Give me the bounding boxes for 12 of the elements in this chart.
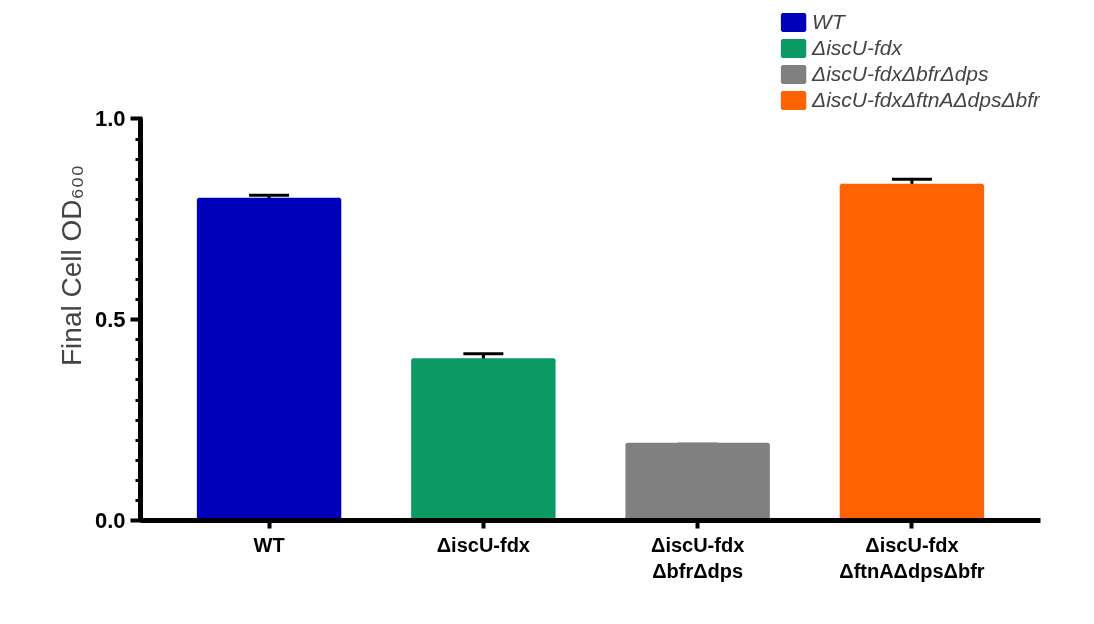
y-tick-label: 0.0 [94,508,126,533]
y-axis-title: Final Cell OD₆₀₀ [55,164,87,367]
x-tick-label: WT [253,533,285,556]
y-tick-label: 1.0 [94,106,126,132]
legend-label: ΔiscU-fdxΔftnAΔdpsΔbfr [812,88,1040,112]
legend-label: ΔiscU-fdx [812,36,903,60]
x-tick-label: ΔiscU-fdx ΔftnAΔdpsΔbfr [839,533,985,582]
legend-label: WT [812,10,845,34]
legend-label: ΔiscU-fdxΔbfrΔdps [812,62,989,86]
y-tick-label: 0.5 [94,307,126,333]
x-tick-label: ΔiscU-fdx ΔbfrΔdps [651,533,745,582]
x-tick-label: ΔiscU-fdx [436,533,530,556]
